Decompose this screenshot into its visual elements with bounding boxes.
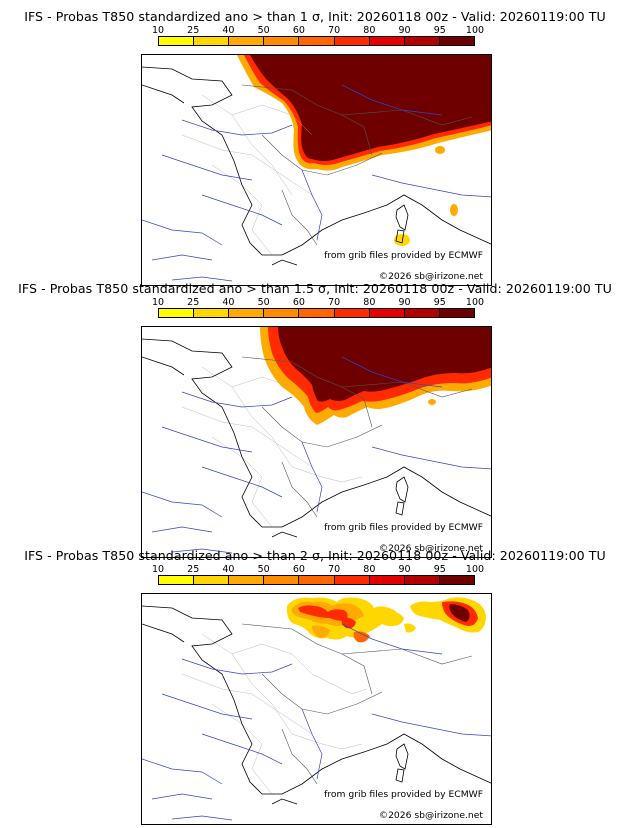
colorbar-label: 50 bbox=[257, 25, 270, 36]
colorbar-label: 25 bbox=[187, 564, 200, 575]
colorbar-label: 10 bbox=[151, 564, 165, 575]
colorbar-label: 60 bbox=[292, 25, 305, 36]
colorbar-cell bbox=[299, 576, 335, 584]
colorbar-label: 100 bbox=[465, 25, 485, 36]
colorbar-cell bbox=[229, 309, 265, 317]
colorbar-label: 70 bbox=[328, 25, 341, 36]
colorbar-label: 50 bbox=[257, 564, 270, 575]
colorbar bbox=[158, 36, 475, 46]
colorbar-cell bbox=[334, 37, 370, 45]
colorbar-labels: 10 25 40 50 60 70 80 90 95 100 bbox=[152, 564, 484, 575]
colorbar-cell bbox=[334, 576, 370, 584]
colorbar-label: 70 bbox=[328, 564, 341, 575]
colorbar-cell bbox=[194, 576, 230, 584]
coastline bbox=[142, 66, 491, 266]
credit-copyright: ©2026 sb@irizone.net bbox=[378, 271, 483, 282]
credit-grib: from grib files provided by ECMWF bbox=[324, 250, 483, 261]
colorbar-cell bbox=[159, 37, 195, 45]
colorbar-labels: 10 25 40 50 60 70 80 90 95 100 bbox=[152, 25, 484, 36]
colorbar bbox=[158, 575, 475, 585]
colorbar-cell bbox=[194, 37, 230, 45]
colorbar-cell bbox=[299, 309, 335, 317]
colorbar-label: 90 bbox=[398, 564, 411, 575]
colorbar-cell bbox=[264, 37, 300, 45]
panel-title: IFS - Probas T850 standardized ano > tha… bbox=[24, 9, 606, 24]
rivers bbox=[142, 623, 491, 821]
colorbar-label: 25 bbox=[187, 297, 200, 308]
colorbar-label: 95 bbox=[433, 297, 446, 308]
colorbar-label: 100 bbox=[465, 564, 485, 575]
colorbar-label: 80 bbox=[363, 25, 376, 36]
admin-borders bbox=[181, 366, 363, 528]
colorbar-label: 80 bbox=[363, 297, 376, 308]
coastline bbox=[142, 338, 491, 538]
colorbar-labels: 10 25 40 50 60 70 80 90 95 100 bbox=[152, 297, 484, 308]
colorbar-cell bbox=[159, 576, 195, 584]
colorbar-cell bbox=[404, 576, 440, 584]
colorbar-cell bbox=[369, 37, 405, 45]
colorbar-label: 60 bbox=[292, 564, 305, 575]
colorbar-cell bbox=[369, 576, 405, 584]
colorbar bbox=[158, 308, 475, 318]
colorbar-cell bbox=[194, 309, 230, 317]
coastline bbox=[142, 605, 491, 805]
colorbar-cell bbox=[404, 37, 440, 45]
colorbar-label: 95 bbox=[433, 564, 446, 575]
rivers bbox=[142, 356, 491, 554]
colorbar-label: 90 bbox=[398, 25, 411, 36]
colorbar-cell bbox=[439, 37, 474, 45]
probability-map: from grib files provided by ECMWF ©2026 … bbox=[141, 326, 492, 558]
colorbar-cell bbox=[439, 576, 474, 584]
colorbar-cell bbox=[439, 309, 474, 317]
probability-map: from grib files provided by ECMWF ©2026 … bbox=[141, 54, 492, 286]
credit-grib: from grib files provided by ECMWF bbox=[324, 522, 483, 533]
colorbar-cell bbox=[299, 37, 335, 45]
rivers bbox=[142, 84, 491, 282]
colorbar-cell bbox=[264, 309, 300, 317]
colorbar-cell bbox=[369, 309, 405, 317]
map-panel-1: IFS - Probas T850 standardized ano > tha… bbox=[0, 9, 630, 286]
admin-borders bbox=[181, 94, 313, 256]
panel-title: IFS - Probas T850 standardized ano > tha… bbox=[24, 548, 606, 563]
colorbar-label: 80 bbox=[363, 564, 376, 575]
colorbar-cell bbox=[229, 37, 265, 45]
colorbar-cell bbox=[229, 576, 265, 584]
colorbar-label: 50 bbox=[257, 297, 270, 308]
credit-grib: from grib files provided by ECMWF bbox=[324, 789, 483, 800]
colorbar-label: 40 bbox=[222, 297, 235, 308]
probability-fill bbox=[237, 55, 491, 246]
probability-fill bbox=[260, 327, 491, 425]
credit-copyright: ©2026 sb@irizone.net bbox=[378, 810, 483, 821]
probability-map: from grib files provided by ECMWF ©2026 … bbox=[141, 593, 492, 825]
colorbar-label: 70 bbox=[328, 297, 341, 308]
panel-title: IFS - Probas T850 standardized ano > tha… bbox=[18, 281, 612, 296]
colorbar-label: 100 bbox=[465, 297, 485, 308]
colorbar-cell bbox=[159, 309, 195, 317]
colorbar-cell bbox=[334, 309, 370, 317]
map-panel-2: IFS - Probas T850 standardized ano > tha… bbox=[0, 281, 630, 558]
country-borders bbox=[241, 623, 473, 785]
colorbar-label: 10 bbox=[151, 25, 165, 36]
credit-copyright: ©2026 sb@irizone.net bbox=[378, 543, 483, 554]
colorbar-label: 25 bbox=[187, 25, 200, 36]
colorbar-cell bbox=[404, 309, 440, 317]
colorbar-cell bbox=[264, 576, 300, 584]
map-panel-3: IFS - Probas T850 standardized ano > tha… bbox=[0, 548, 630, 825]
country-borders bbox=[241, 356, 473, 518]
colorbar-label: 40 bbox=[222, 564, 235, 575]
colorbar-label: 60 bbox=[292, 297, 305, 308]
probability-fill bbox=[286, 597, 486, 643]
admin-borders bbox=[181, 633, 368, 795]
colorbar-label: 10 bbox=[151, 297, 165, 308]
colorbar-label: 95 bbox=[433, 25, 446, 36]
colorbar-label: 40 bbox=[222, 25, 235, 36]
colorbar-label: 90 bbox=[398, 297, 411, 308]
